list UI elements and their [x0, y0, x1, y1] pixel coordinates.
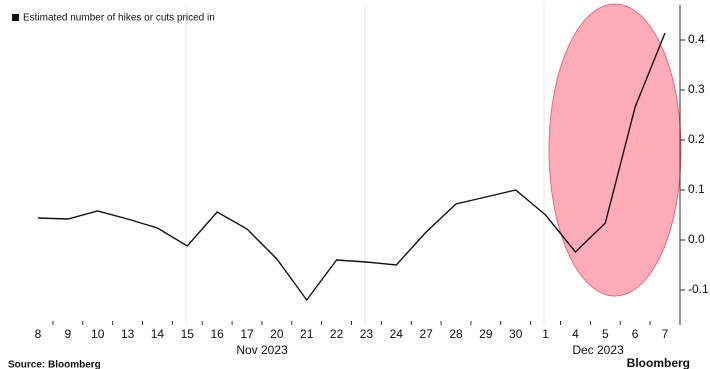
x-tick-label: 23 [360, 327, 374, 341]
x-tick-label: 27 [419, 327, 433, 341]
x-tick-label: 30 [509, 327, 523, 341]
y-tick-label: -0.1 [688, 282, 709, 296]
x-tick-label: 6 [632, 327, 639, 341]
x-tick-label: 22 [330, 327, 344, 341]
month-label: Nov 2023 [236, 343, 288, 357]
y-tick-label: 0.1 [688, 182, 705, 196]
x-tick-label: 21 [300, 327, 314, 341]
x-tick-label: 20 [270, 327, 284, 341]
x-tick-label: 7 [662, 327, 669, 341]
highlight-ellipse [548, 3, 682, 297]
legend-swatch [12, 14, 19, 21]
x-tick-label: 24 [390, 327, 404, 341]
x-tick-label: 17 [240, 327, 254, 341]
x-tick-label: 15 [181, 327, 195, 341]
legend-label: Estimated number of hikes or cuts priced… [23, 13, 215, 24]
x-tick-label: 1 [542, 327, 549, 341]
source: Source: Bloomberg [8, 360, 101, 369]
x-tick-label: 5 [602, 327, 609, 341]
x-tick-label: 28 [449, 327, 463, 341]
x-tick-label: 8 [35, 327, 42, 341]
y-tick-label: 0.3 [688, 82, 705, 96]
x-tick-label: 10 [91, 327, 105, 341]
month-label: Dec 2023 [572, 343, 624, 357]
line [37, 32, 666, 302]
x-tick-label: 29 [479, 327, 493, 341]
x-tick-label: 4 [572, 327, 579, 341]
brand: Bloomberg [627, 356, 690, 369]
x-tick-label: 13 [121, 327, 135, 341]
y-tick-label: 0.0 [688, 232, 705, 246]
x-tick-label: 16 [210, 327, 224, 341]
x-tick-label: 14 [151, 327, 165, 341]
x-tick-label: 9 [65, 327, 72, 341]
y-tick-label: 0.2 [688, 132, 705, 146]
y-tick-label: 0.4 [688, 32, 705, 46]
